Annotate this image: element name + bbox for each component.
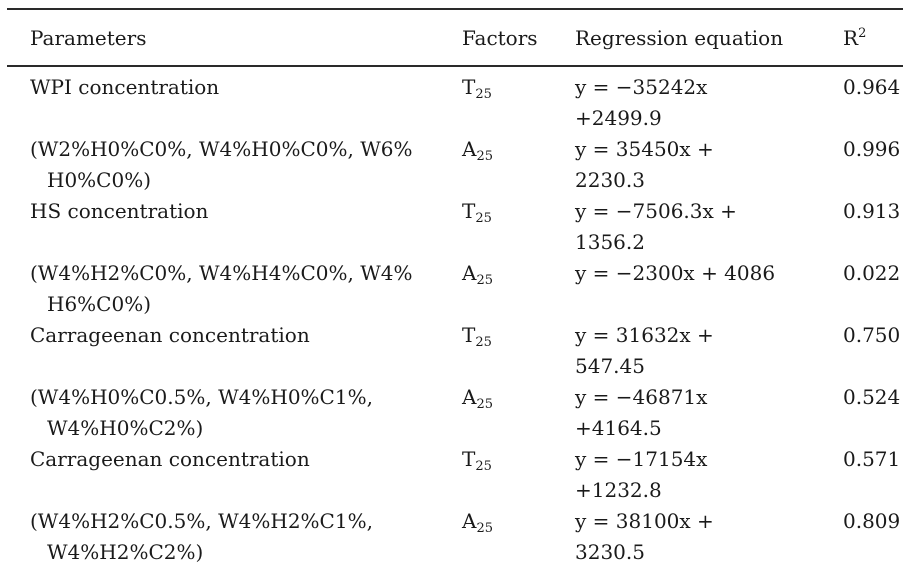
- factors-cell: T25: [462, 72, 575, 134]
- factors-cell: T25: [462, 320, 575, 382]
- equation-line: +1232.8: [575, 478, 662, 502]
- equation-line: 1356.2: [575, 230, 645, 254]
- factors-cell: A25: [462, 382, 575, 444]
- factor-subscript: 25: [475, 211, 492, 226]
- parameter-line: (W2%H0%C0%, W4%H0%C0%, W6%: [30, 137, 413, 161]
- parameter-line: (W4%H0%C0.5%, W4%H0%C1%,: [30, 385, 373, 409]
- equation-line: y = −35242x: [575, 75, 708, 99]
- table-row: (W4%H2%C0%, W4%H4%C0%, W4% H6%C0%) A25 y…: [7, 258, 903, 320]
- parameters-cell: (W4%H0%C0.5%, W4%H0%C1%, W4%H0%C2%): [30, 382, 462, 444]
- r-squared-cell: 0.913: [843, 199, 901, 223]
- header-factors: Factors: [462, 26, 538, 50]
- parameter-line: Carrageenan concentration: [30, 323, 310, 347]
- equation-line: y = 31632x +: [575, 323, 714, 347]
- equation-cell: y = 35450x + 2230.3: [575, 134, 843, 196]
- table-row: HS concentration T25 y = −7506.3x + 1356…: [7, 196, 903, 258]
- factor-subscript: 25: [476, 521, 493, 536]
- parameters-cell: (W2%H0%C0%, W4%H0%C0%, W6% H0%C0%): [30, 134, 462, 196]
- factor-label: T: [462, 323, 476, 347]
- parameters-cell: Carrageenan concentration: [30, 444, 462, 506]
- table-row: (W4%H0%C0.5%, W4%H0%C1%, W4%H0%C2%) A25 …: [7, 382, 903, 444]
- parameter-line: WPI concentration: [30, 75, 220, 99]
- factor-label: A: [462, 509, 477, 533]
- factor-label: A: [462, 385, 477, 409]
- factor-subscript: 25: [476, 397, 493, 412]
- r-squared-cell: 0.996: [843, 137, 901, 161]
- r-squared-cell: 0.571: [843, 447, 901, 471]
- equation-line: 547.45: [575, 354, 645, 378]
- parameters-cell: HS concentration: [30, 196, 462, 258]
- equation-cell: y = 31632x + 547.45: [575, 320, 843, 382]
- factor-subscript: 25: [475, 87, 492, 102]
- parameters-cell: (W4%H2%C0%, W4%H4%C0%, W4% H6%C0%): [30, 258, 462, 320]
- factors-cell: A25: [462, 258, 575, 320]
- factor-label: T: [462, 75, 476, 99]
- equation-cell: y = −2300x + 4086: [575, 258, 843, 320]
- table-header-row: Parameters Factors Regression equation R…: [7, 10, 903, 67]
- equation-line: y = −7506.3x +: [575, 199, 737, 223]
- table-row: Carrageenan concentration T25 y = 31632x…: [7, 320, 903, 382]
- parameter-line: W4%H2%C2%): [47, 540, 204, 564]
- equation-line: +2499.9: [575, 106, 662, 130]
- factors-cell: A25: [462, 134, 575, 196]
- factors-cell: T25: [462, 444, 575, 506]
- table-body: WPI concentration T25 y = −35242x +2499.…: [7, 67, 903, 571]
- equation-line: y = 38100x +: [575, 509, 714, 533]
- parameter-line: Carrageenan concentration: [30, 447, 310, 471]
- r-squared-cell: 0.524: [843, 385, 901, 409]
- factors-cell: A25: [462, 506, 575, 568]
- equation-cell: y = −17154x +1232.8: [575, 444, 843, 506]
- factor-subscript: 25: [475, 335, 492, 350]
- equation-cell: y = −46871x +4164.5: [575, 382, 843, 444]
- parameters-cell: Carrageenan concentration: [30, 320, 462, 382]
- table-row: (W4%H2%C0.5%, W4%H2%C1%, W4%H2%C2%) A25 …: [7, 506, 903, 568]
- parameter-line: (W4%H2%C0.5%, W4%H2%C1%,: [30, 509, 373, 533]
- table-row: WPI concentration T25 y = −35242x +2499.…: [7, 72, 903, 134]
- equation-line: y = 35450x +: [575, 137, 714, 161]
- table-row: (W2%H0%C0%, W4%H0%C0%, W6% H0%C0%) A25 y…: [7, 134, 903, 196]
- parameter-line: W4%H0%C2%): [47, 416, 204, 440]
- header-regression-equation: Regression equation: [575, 26, 784, 50]
- equation-line: y = −17154x: [575, 447, 708, 471]
- r-squared-base: R: [843, 26, 859, 50]
- equation-cell: y = −7506.3x + 1356.2: [575, 196, 843, 258]
- factor-subscript: 25: [476, 149, 493, 164]
- equation-line: y = −46871x: [575, 385, 708, 409]
- parameter-line: H0%C0%): [47, 168, 152, 192]
- equation-line: +4164.5: [575, 416, 662, 440]
- r-squared-cell: 0.809: [843, 509, 901, 533]
- equation-line: 3230.5: [575, 540, 645, 564]
- equation-cell: y = −35242x +2499.9: [575, 72, 843, 134]
- equation-line: y = −2300x + 4086: [575, 261, 776, 285]
- table-row: Carrageenan concentration T25 y = −17154…: [7, 444, 903, 506]
- parameter-line: (W4%H2%C0%, W4%H4%C0%, W4%: [30, 261, 413, 285]
- r-squared-cell: 0.750: [843, 323, 901, 347]
- factor-label: T: [462, 447, 476, 471]
- r-squared-cell: 0.964: [843, 75, 901, 99]
- r-squared-exponent: 2: [858, 26, 867, 41]
- parameters-cell: (W4%H2%C0.5%, W4%H2%C1%, W4%H2%C2%): [30, 506, 462, 568]
- factor-label: T: [462, 199, 476, 223]
- parameter-line: H6%C0%): [47, 292, 152, 316]
- factor-label: A: [462, 261, 477, 285]
- header-parameters: Parameters: [30, 26, 147, 50]
- parameter-line: HS concentration: [30, 199, 209, 223]
- parameters-cell: WPI concentration: [30, 72, 462, 134]
- regression-table: Parameters Factors Regression equation R…: [7, 8, 903, 571]
- factor-label: A: [462, 137, 477, 161]
- header-r-squared: R2: [843, 23, 903, 54]
- equation-line: 2230.3: [575, 168, 645, 192]
- factor-subscript: 25: [475, 459, 492, 474]
- r-squared-cell: 0.022: [843, 261, 901, 285]
- equation-cell: y = 38100x + 3230.5: [575, 506, 843, 568]
- factor-subscript: 25: [476, 273, 493, 288]
- factors-cell: T25: [462, 196, 575, 258]
